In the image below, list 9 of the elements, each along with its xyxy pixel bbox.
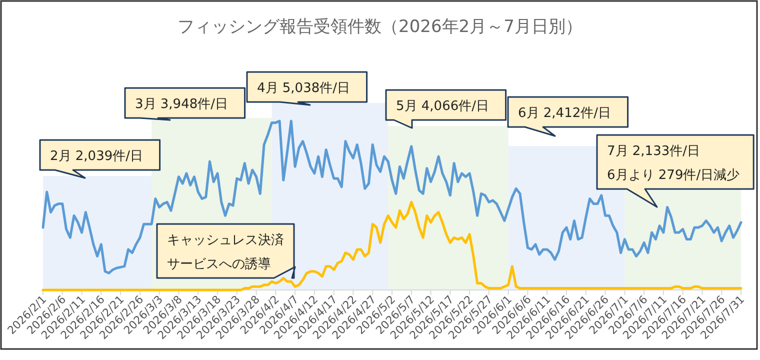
chart-title: フィッシング報告受領件数（2026年2月～7月日別）	[178, 17, 582, 37]
band-label: 7月 2,133件/日	[607, 144, 700, 159]
band-label: 3月 3,948件/日	[135, 97, 228, 112]
band-label: 4月 5,038件/日	[257, 81, 350, 96]
band-label: 5月 4,066件/日	[396, 99, 489, 114]
band-label: 2月 2,039件/日	[50, 149, 143, 164]
band-label: 6月 2,412件/日	[518, 106, 611, 121]
annotation: 6月より 279件/日減少	[607, 168, 740, 183]
annotation: キャッシュレス決済サービスへの誘導	[167, 232, 284, 272]
